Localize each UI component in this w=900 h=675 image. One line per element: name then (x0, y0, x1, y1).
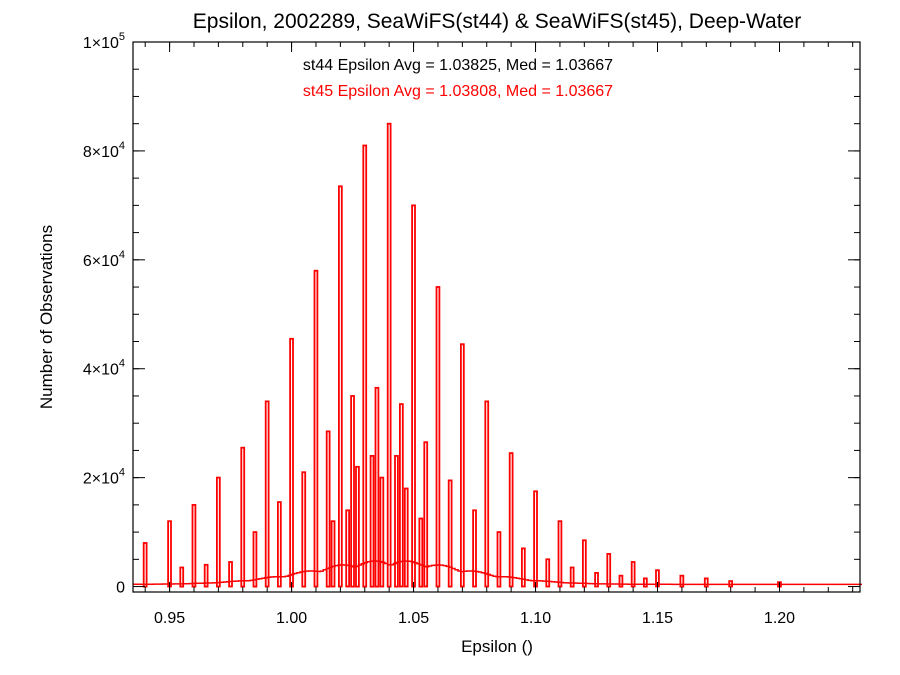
histogram-spike (398, 403, 404, 588)
histogram-spike (191, 503, 197, 588)
histogram-spike (545, 558, 551, 588)
histogram-spike (533, 490, 538, 588)
histogram-spike (301, 471, 307, 588)
histogram-spike (618, 574, 624, 588)
histogram-spike (496, 531, 502, 588)
histogram-spike (643, 577, 648, 588)
histogram-spike (289, 337, 294, 588)
histogram-spike (703, 577, 709, 588)
histogram-spike (386, 122, 392, 588)
histogram-spike (325, 430, 331, 588)
histogram-spike (313, 269, 319, 588)
y-axis-ticks: 0 2×104 4×104 6×104 8×104 1×105 (83, 31, 860, 597)
y-tick-label: 2×104 (83, 467, 125, 488)
histogram-spike (355, 465, 360, 588)
y-tick-label: 8×104 (83, 140, 125, 161)
histogram-spike (679, 574, 685, 588)
histogram-bars (142, 122, 782, 588)
histogram-spike (472, 509, 477, 588)
histogram-spike (142, 542, 148, 588)
histogram-spike (557, 520, 563, 588)
x-tick-label: 1.00 (276, 610, 307, 627)
x-tick-label: 1.20 (764, 610, 795, 627)
histogram-spike (362, 144, 368, 588)
histogram-spike (484, 400, 490, 588)
annotation-st45: st45 Epsilon Avg = 1.03808, Med = 1.0366… (303, 83, 613, 100)
background-histogram-line (133, 560, 862, 586)
histogram-spike (394, 454, 399, 588)
histogram-spike (569, 566, 575, 588)
histogram-spike (167, 520, 172, 588)
y-tick-label: 6×104 (83, 249, 125, 270)
histogram-spike (240, 446, 246, 588)
histogram-spike (264, 400, 270, 588)
histogram-spike (276, 501, 282, 588)
histogram-spike (435, 286, 441, 588)
histogram-spike (228, 561, 233, 588)
y-tick-label: 1×105 (83, 31, 125, 52)
histogram-background (133, 560, 862, 586)
x-axis-label: Epsilon () (461, 637, 533, 656)
histogram-spike (179, 566, 185, 588)
x-tick-label: 1.10 (520, 610, 551, 627)
histogram-spike (369, 454, 375, 588)
histogram-spike (594, 572, 599, 588)
histogram-spike (418, 517, 424, 588)
histogram-spike (345, 509, 351, 588)
histogram-spike (252, 531, 258, 588)
plot-frame (132, 41, 861, 593)
histogram-spike (508, 452, 514, 588)
histogram-spike (337, 185, 343, 588)
annotation-st44: st44 Epsilon Avg = 1.03825, Med = 1.0366… (303, 57, 613, 74)
histogram-spike (521, 547, 526, 588)
histogram-spike (330, 520, 336, 588)
histogram-spike (403, 487, 409, 588)
histogram-spike (606, 553, 612, 588)
histogram-spike (379, 476, 385, 588)
y-axis-label: Number of Observations (37, 225, 56, 409)
histogram-spike (350, 395, 355, 588)
histogram-spike (374, 386, 380, 588)
y-tick-label: 4×104 (83, 358, 125, 379)
histogram-spike (447, 479, 453, 588)
y-tick-label: 0 (116, 580, 125, 597)
x-tick-label: 1.05 (398, 610, 429, 627)
histogram-spike (423, 441, 429, 588)
chart-title: Epsilon, 2002289, SeaWiFS(st44) & SeaWiF… (193, 10, 801, 33)
x-tick-label: 1.15 (642, 610, 673, 627)
x-axis-ticks: 0.95 1.00 1.05 1.10 1.15 1.20 (144, 42, 854, 627)
histogram-spike (459, 343, 465, 588)
x-tick-label: 0.95 (154, 610, 185, 627)
histogram-spike (215, 476, 221, 588)
histogram-spike (630, 561, 636, 588)
histogram-spike (411, 204, 416, 588)
histogram-spike (203, 563, 209, 588)
histogram-spike (582, 539, 587, 588)
